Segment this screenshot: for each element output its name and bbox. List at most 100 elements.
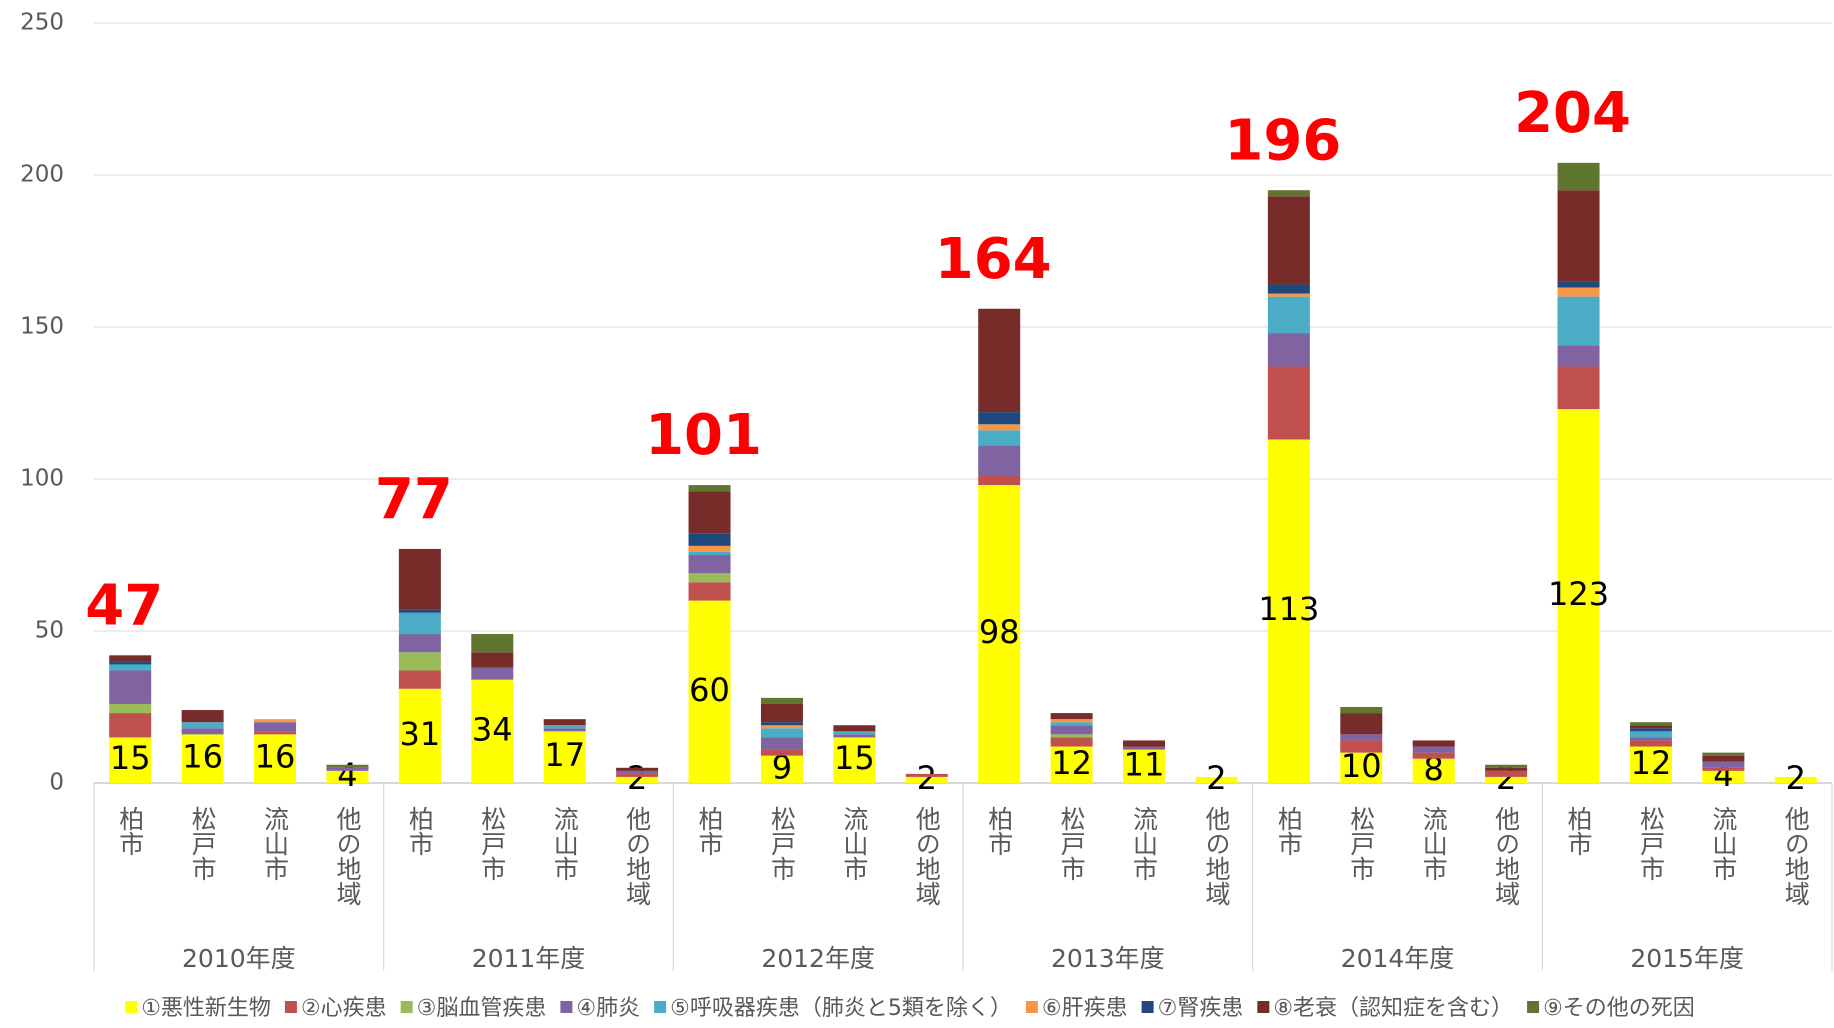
- legend-swatch: [400, 1001, 413, 1013]
- bar-segment: [109, 670, 152, 704]
- y-tick-label: 50: [35, 618, 64, 644]
- bar-segment: [760, 749, 803, 756]
- bar-segment: [1702, 770, 1745, 783]
- x-tick-label: 流山市: [550, 806, 579, 881]
- bar-segment: [1412, 758, 1455, 783]
- group-label: 2010年度: [182, 944, 296, 973]
- bar-segment: [1123, 746, 1166, 750]
- bar-segment: [688, 551, 731, 555]
- bar-segment: [1557, 281, 1600, 288]
- group-label: 2011年度: [472, 944, 586, 973]
- bar-segment: [1267, 284, 1310, 294]
- legend-swatch: [560, 1001, 573, 1013]
- x-tick-label: 流山市: [261, 806, 290, 881]
- value-label: 98: [979, 613, 1020, 651]
- bar-segment: [1340, 713, 1383, 735]
- bar-segment: [543, 728, 586, 732]
- bar-segment: [833, 734, 876, 738]
- bar-segment: [978, 445, 1021, 476]
- bar-segment: [1195, 776, 1238, 783]
- bar-segment: [616, 767, 659, 771]
- bar-segment: [398, 609, 441, 613]
- group-total: 77: [375, 467, 453, 532]
- x-tick-label: 松戸市: [1636, 806, 1665, 881]
- group-total: 47: [85, 573, 163, 638]
- bar-segment: [978, 475, 1021, 486]
- bar-segment: [833, 731, 876, 735]
- y-tick-label: 100: [20, 466, 64, 492]
- bar-segment: [1557, 345, 1600, 367]
- bar-segment: [760, 737, 803, 750]
- bar-segment: [1340, 707, 1383, 714]
- bar-segment: [688, 573, 731, 583]
- group-label: 2013年度: [1051, 944, 1165, 973]
- legend-label: ①悪性新生物: [141, 996, 271, 1021]
- legend-label: ⑥肝疾患: [1042, 996, 1128, 1021]
- legend-label: ⑧老衰（認知症を含む）: [1273, 996, 1513, 1021]
- x-tick-label: 他の地域: [912, 806, 941, 906]
- legend-label: ⑤呼吸器疾患（肺炎と5類を除く）: [670, 996, 1012, 1021]
- x-tick-label: 流山市: [1709, 806, 1738, 881]
- value-label: 2: [1496, 759, 1516, 797]
- x-tick-label: 松戸市: [188, 806, 217, 881]
- bar-segment: [1123, 740, 1166, 747]
- value-label: 8: [1424, 750, 1444, 788]
- bar-segment: [1050, 725, 1093, 735]
- bar-segment: [109, 661, 152, 665]
- bar-segment: [1702, 752, 1745, 756]
- bar-segment: [1340, 740, 1383, 753]
- value-label: 2: [1786, 759, 1806, 797]
- bar-segment: [1557, 287, 1600, 297]
- bar-segment: [978, 424, 1021, 431]
- bar-segment: [978, 412, 1021, 425]
- group-total: 164: [935, 227, 1052, 292]
- bar-segment: [109, 703, 152, 714]
- bar-segment: [1702, 761, 1745, 768]
- bar-segment: [905, 776, 948, 783]
- x-tick-label: 松戸市: [767, 806, 796, 881]
- bar-segment: [398, 612, 441, 635]
- bar-segment: [1557, 190, 1600, 282]
- bar-segment: [181, 710, 224, 723]
- legend-label: ④肺炎: [576, 996, 640, 1021]
- bar-segment: [1412, 740, 1455, 747]
- y-tick-label: 250: [20, 10, 64, 36]
- x-tick-label: 他の地域: [1492, 806, 1521, 906]
- value-label: 60: [689, 671, 730, 709]
- legend-swatch: [125, 1001, 138, 1013]
- bar-segment: [616, 770, 659, 774]
- x-tick-label: 松戸市: [1347, 806, 1376, 881]
- bar-segment: [1267, 366, 1310, 440]
- bar-segment: [760, 722, 803, 726]
- bar-segment: [1629, 725, 1672, 729]
- value-label: 16: [255, 738, 296, 776]
- value-label: 2: [917, 759, 937, 797]
- bar-segment: [471, 667, 514, 680]
- bar-segment: [1267, 293, 1310, 297]
- bar-segment: [833, 737, 876, 783]
- bar-segment: [760, 703, 803, 723]
- bar-segment: [254, 731, 297, 735]
- bar-segment: [1485, 776, 1528, 783]
- bar-segment: [688, 582, 731, 601]
- x-tick-label: 柏市: [116, 806, 145, 856]
- legend-label: ⑦腎疾患: [1158, 996, 1244, 1021]
- bar-segment: [471, 652, 514, 668]
- bar-segment: [471, 634, 514, 653]
- bar-segment: [254, 722, 297, 732]
- bar-segment: [1123, 749, 1166, 783]
- value-label: 11: [1124, 745, 1165, 783]
- bar-segment: [1485, 770, 1528, 777]
- legend-swatch: [654, 1001, 667, 1013]
- bar-segment: [688, 600, 731, 783]
- x-tick-label: 流山市: [840, 806, 869, 881]
- bar-segment: [543, 731, 586, 783]
- value-label: 123: [1548, 575, 1609, 613]
- group-label: 2012年度: [761, 944, 875, 973]
- bar-segment: [109, 664, 152, 671]
- bar-segment: [688, 555, 731, 574]
- value-label: 15: [834, 739, 875, 777]
- value-label: 17: [544, 736, 585, 774]
- x-tick-label: 他の地域: [623, 806, 652, 906]
